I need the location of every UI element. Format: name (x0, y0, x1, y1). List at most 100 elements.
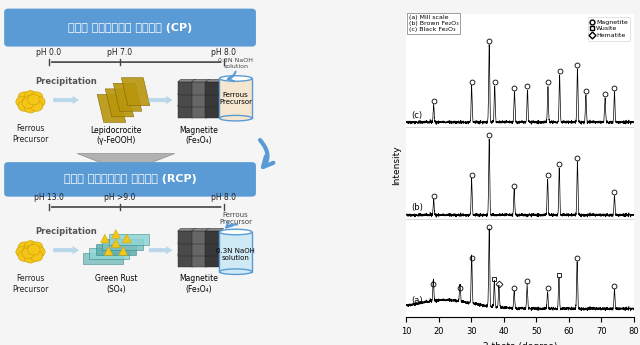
Polygon shape (97, 95, 125, 122)
Polygon shape (205, 79, 223, 82)
Circle shape (31, 92, 43, 102)
Polygon shape (205, 254, 221, 267)
Text: Magnetite
(Fe₃O₄): Magnetite (Fe₃O₄) (180, 274, 219, 294)
Text: 개선된 마그네타이트 제조방법 (RCP): 개선된 마그네타이트 제조방법 (RCP) (63, 175, 196, 184)
Ellipse shape (220, 76, 252, 81)
Text: pH 0.0: pH 0.0 (36, 48, 61, 57)
Text: pH 8.0: pH 8.0 (211, 48, 236, 57)
X-axis label: 2 theta (degree): 2 theta (degree) (483, 342, 557, 345)
Polygon shape (178, 82, 193, 95)
Text: (a) Mill scale
(b) Brown Fe₂O₃
(c) Black Fe₂O₃: (a) Mill scale (b) Brown Fe₂O₃ (c) Black… (409, 15, 458, 32)
Text: Precipitation: Precipitation (35, 77, 97, 86)
Polygon shape (191, 93, 207, 107)
Polygon shape (205, 252, 223, 254)
Circle shape (27, 95, 40, 106)
Polygon shape (178, 254, 193, 267)
Text: Ferrous
Precursor: Ferrous Precursor (220, 212, 252, 225)
Polygon shape (205, 103, 223, 105)
Polygon shape (191, 82, 207, 95)
Circle shape (18, 92, 31, 102)
Polygon shape (83, 253, 123, 264)
Polygon shape (205, 93, 221, 107)
Polygon shape (96, 244, 136, 255)
Circle shape (22, 246, 35, 256)
Polygon shape (178, 91, 196, 93)
Polygon shape (178, 93, 193, 107)
Text: Ferrous
Precursor: Ferrous Precursor (12, 124, 49, 144)
Circle shape (33, 247, 45, 257)
Polygon shape (178, 252, 196, 254)
Ellipse shape (220, 116, 252, 121)
Legend: Magnetite, Wusite, Hematite: Magnetite, Wusite, Hematite (588, 17, 630, 41)
Polygon shape (100, 234, 109, 243)
Polygon shape (178, 228, 196, 231)
Circle shape (28, 245, 40, 255)
Polygon shape (122, 78, 150, 106)
Text: 0.3N NaOH
solution: 0.3N NaOH solution (216, 248, 255, 261)
Text: Ferrous
Precursor: Ferrous Precursor (220, 92, 252, 105)
Ellipse shape (220, 269, 252, 275)
Polygon shape (191, 231, 207, 244)
Polygon shape (178, 105, 193, 118)
Polygon shape (89, 248, 129, 259)
Polygon shape (109, 234, 149, 245)
Text: pH >9.0: pH >9.0 (104, 193, 136, 202)
Y-axis label: Intensity: Intensity (392, 146, 401, 185)
Circle shape (31, 101, 43, 111)
Polygon shape (191, 228, 210, 231)
Polygon shape (205, 240, 223, 243)
Circle shape (16, 247, 28, 257)
Text: pH 7.0: pH 7.0 (108, 48, 132, 57)
Polygon shape (205, 228, 223, 231)
Polygon shape (178, 79, 196, 82)
Polygon shape (205, 105, 221, 118)
Circle shape (22, 96, 35, 106)
Polygon shape (111, 239, 120, 248)
Circle shape (24, 91, 36, 101)
Polygon shape (191, 252, 210, 254)
Text: 0.3N NaOH
solution: 0.3N NaOH solution (218, 58, 253, 69)
Circle shape (22, 248, 35, 258)
Text: Ferrous
Precursor: Ferrous Precursor (12, 274, 49, 294)
Text: Magnetite
(Fe₃O₄): Magnetite (Fe₃O₄) (180, 126, 219, 145)
Polygon shape (102, 239, 143, 250)
Circle shape (24, 241, 36, 251)
Polygon shape (191, 243, 207, 256)
Circle shape (24, 102, 36, 113)
Text: Lepidocrocite
(γ-FeOOH): Lepidocrocite (γ-FeOOH) (90, 126, 141, 145)
Polygon shape (178, 103, 196, 105)
Ellipse shape (220, 229, 252, 235)
Text: (b): (b) (412, 203, 423, 211)
Polygon shape (191, 79, 210, 82)
Circle shape (18, 101, 31, 111)
Polygon shape (205, 91, 223, 93)
Text: pH 13.0: pH 13.0 (34, 193, 64, 202)
Polygon shape (77, 154, 175, 172)
Text: (c): (c) (412, 111, 422, 120)
Polygon shape (113, 83, 142, 111)
Text: 기존의 마그네타이트 제조방법 (CP): 기존의 마그네타이트 제조방법 (CP) (68, 23, 192, 32)
Bar (220, 232, 252, 272)
Circle shape (22, 98, 35, 108)
Polygon shape (122, 234, 131, 243)
Bar (220, 79, 252, 118)
Polygon shape (105, 89, 134, 117)
Circle shape (31, 242, 43, 253)
FancyBboxPatch shape (5, 163, 255, 196)
Circle shape (18, 251, 31, 262)
FancyBboxPatch shape (5, 9, 255, 46)
Polygon shape (205, 243, 221, 256)
Circle shape (24, 253, 36, 263)
Polygon shape (119, 247, 127, 255)
Polygon shape (191, 254, 207, 267)
Polygon shape (191, 91, 210, 93)
Polygon shape (191, 105, 207, 118)
Text: Precipitation: Precipitation (35, 227, 97, 236)
Polygon shape (191, 240, 210, 243)
Polygon shape (205, 231, 221, 244)
Polygon shape (178, 231, 193, 244)
Text: (a): (a) (412, 296, 423, 305)
Polygon shape (205, 82, 221, 95)
Polygon shape (104, 247, 113, 255)
Circle shape (27, 245, 40, 256)
